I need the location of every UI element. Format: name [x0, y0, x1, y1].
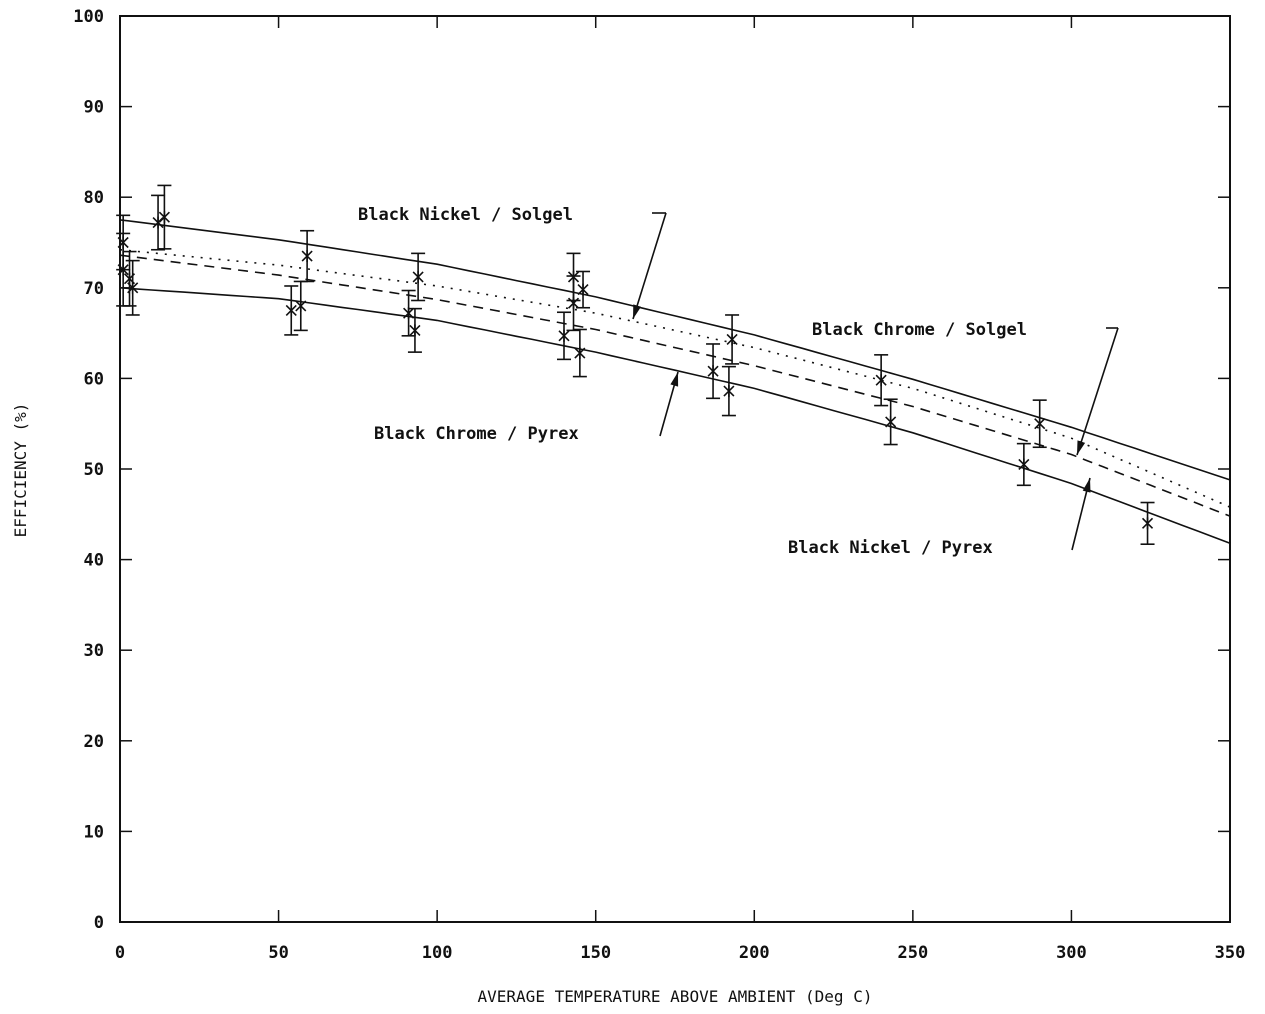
annotation-label: Black Nickel / Pyrex: [788, 538, 993, 558]
y-axis-title: EFFICIENCY (%): [11, 403, 30, 538]
y-tick-label: 20: [84, 732, 104, 752]
y-tick-label: 0: [94, 913, 104, 933]
y-tick-label: 60: [84, 369, 104, 389]
data-points: [116, 184, 1155, 545]
x-axis-title: AVERAGE TEMPERATURE ABOVE AMBIENT (Deg C…: [478, 987, 873, 1006]
annotation-arrowhead: [633, 304, 641, 319]
series-line: [119, 287, 1231, 545]
x-tick-label: 250: [897, 943, 928, 963]
annotation-arrowhead: [1077, 440, 1086, 455]
x-tick-label: 200: [739, 943, 770, 963]
y-tick-label: 50: [84, 460, 104, 480]
x-tick-label: 100: [422, 943, 453, 963]
x-tick-label: 50: [268, 943, 288, 963]
x-tick-label: 300: [1056, 943, 1087, 963]
y-tick-label: 90: [84, 98, 104, 118]
y-tick-label: 70: [84, 279, 104, 299]
y-tick-label: 100: [73, 7, 104, 27]
y-tick-label: 10: [84, 822, 104, 842]
y-tick-label: 30: [84, 641, 104, 661]
annotation-arrowhead: [670, 372, 679, 387]
x-tick-label: 150: [580, 943, 611, 963]
annotation-label: Black Nickel / Solgel: [358, 205, 573, 225]
y-tick-label: 40: [84, 551, 104, 571]
annotation-label: Black Chrome / Solgel: [812, 320, 1027, 340]
x-tick-label: 350: [1215, 943, 1246, 963]
annotation-arrowhead: [1082, 478, 1091, 493]
series-line: [119, 219, 1231, 481]
annotation-leader: [632, 212, 667, 320]
plot-frame: [119, 15, 1231, 923]
x-tick-label: 0: [115, 943, 125, 963]
plot-border: [119, 15, 1231, 923]
axis-ticks: 0 50 100 150 200 250 300 350 0 10 20 30 40 50 60 70 80 90…: [73, 7, 1245, 963]
series-line: [119, 254, 1231, 517]
series-annotations: Black Nickel / Solgel Black Chrome / Solg…: [358, 205, 1119, 558]
y-tick-label: 80: [84, 188, 104, 208]
annotation-leader: [1076, 327, 1119, 456]
annotation-label: Black Chrome / Pyrex: [374, 424, 579, 444]
